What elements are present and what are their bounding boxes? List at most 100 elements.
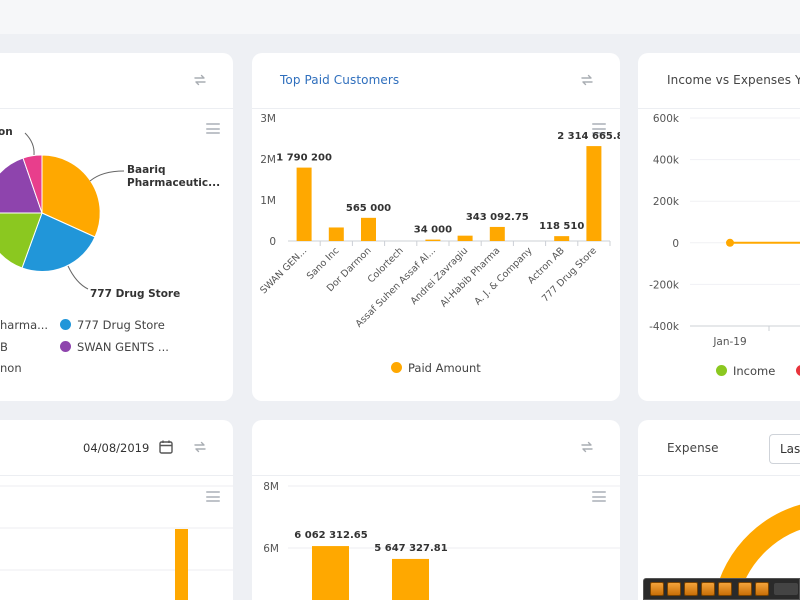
x-tick-label: Andrei Zavragiu — [409, 245, 471, 307]
bar — [554, 236, 570, 241]
bar-data-label: 2 314 665.86 — [557, 131, 620, 142]
y-tick-label: 1M — [260, 195, 276, 207]
legend-dot — [60, 341, 71, 352]
bottom-bar-chart: 8M 6M 6 062 312.65 5 647 327.81 — [263, 481, 620, 600]
pie-slice-green — [0, 212, 43, 269]
pie-chart-card: Baariq Pharmaceutic... on 777 Drug Store… — [0, 53, 233, 401]
pie-slice-pink — [22, 154, 43, 214]
bar-data-label: 118 510 — [539, 221, 584, 232]
menu-icon[interactable] — [592, 491, 606, 502]
bar — [457, 235, 473, 241]
bottom-middle-card: 8M 6M 6 062 312.65 5 647 327.81 — [252, 420, 620, 600]
menu-icon[interactable] — [206, 123, 220, 134]
y-tick-label: -200k — [649, 279, 680, 291]
legend-item-777[interactable]: 777 Drug Store — [60, 318, 165, 332]
legend-paid-amount[interactable]: Paid Amount — [391, 361, 481, 375]
bar-data-label: 1 790 200 — [276, 153, 332, 164]
legend-income[interactable]: Income — [716, 364, 775, 378]
media-player-controls — [643, 578, 800, 600]
calendar-icon[interactable] — [158, 439, 174, 455]
bar — [361, 217, 376, 241]
bar — [586, 146, 602, 241]
bar — [312, 546, 349, 600]
pie-slice-swan-gents — [21, 212, 96, 273]
top-bar — [0, 0, 800, 34]
legend-dot — [60, 319, 71, 330]
legend-item[interactable]: harma... — [0, 318, 49, 332]
y-tick-label: 600k — [653, 113, 680, 125]
menu-icon[interactable] — [206, 491, 220, 502]
bar — [425, 239, 441, 241]
y-tick-label: 8M — [263, 481, 279, 493]
bar-data-label: 565 000 — [346, 203, 391, 214]
card-header — [638, 420, 800, 476]
y-tick-label: 6M — [263, 543, 279, 555]
card-header — [0, 420, 233, 476]
refresh-icon[interactable] — [579, 72, 595, 88]
bar — [328, 227, 344, 241]
rewind-icon[interactable] — [701, 582, 715, 596]
refresh-icon[interactable] — [192, 72, 208, 88]
bar — [175, 529, 188, 600]
expense-card: Expense Last — [638, 420, 800, 600]
expense-gauge — [714, 504, 800, 600]
bar-data-label: 34 000 — [414, 225, 452, 236]
card-header — [252, 420, 620, 476]
bar — [392, 558, 429, 600]
legend-item-swan[interactable]: SWAN GENTS ... — [60, 340, 169, 354]
legend-dot — [796, 365, 800, 376]
x-tick-label: Al-Habib Pharma — [438, 245, 502, 309]
income-expenses-card: Income vs Expenses YT 600k 400k 200k 0 -200k… — [638, 53, 800, 401]
date-display[interactable]: 04/08/2019 — [83, 441, 150, 455]
x-tick-label: 777 Drug Store — [540, 245, 599, 304]
play-icon[interactable] — [650, 582, 664, 596]
card-header — [638, 53, 800, 109]
y-tick-label: 200k — [653, 196, 680, 208]
legend-dot — [391, 362, 402, 373]
refresh-icon[interactable] — [579, 439, 595, 455]
y-tick-label: -400k — [649, 321, 680, 333]
card-header — [252, 53, 620, 109]
card-header — [0, 53, 233, 109]
bar — [296, 167, 312, 241]
stop-icon[interactable] — [684, 582, 698, 596]
period-select[interactable]: Last — [769, 434, 800, 464]
top-paid-customers-card: Top Paid Customers 3M 2M 1M 0 1 790 200 SWAN … — [252, 53, 620, 401]
pie-label-baariq-2: Pharmaceutic... — [127, 177, 220, 189]
bar-data-label: 343 092.75 — [466, 212, 529, 223]
bottom-left-card: 04/08/2019 — [0, 420, 233, 600]
bottom-left-chart — [0, 485, 233, 600]
settings-icon[interactable] — [755, 582, 769, 596]
x-tick-label: A. J. & Company — [473, 245, 535, 307]
pie-label-baariq-1: Baariq — [127, 164, 165, 176]
y-tick-label: 0 — [269, 236, 276, 248]
bar-data-label: 6 062 312.65 — [294, 530, 367, 541]
x-tick-label: Jan-19 — [712, 336, 746, 348]
y-tick-label: 3M — [260, 113, 276, 125]
pie-chart: Baariq Pharmaceutic... on 777 Drug Store — [0, 126, 220, 300]
pie-label-777: 777 Drug Store — [90, 288, 180, 300]
player-status — [774, 583, 798, 595]
legend-dot — [716, 365, 727, 376]
legend-item[interactable]: B — [0, 340, 8, 354]
card-title: Top Paid Customers — [280, 73, 400, 87]
y-tick-label: 0 — [672, 238, 679, 250]
pie-label-on: on — [0, 126, 13, 138]
y-tick-label: 400k — [653, 155, 680, 167]
loop-icon[interactable] — [738, 582, 752, 596]
income-point — [726, 238, 734, 247]
bar-data-label: 5 647 327.81 — [374, 543, 447, 554]
pie-slice-777-drug-store — [41, 154, 101, 238]
card-title: Expense — [667, 441, 719, 455]
menu-icon[interactable] — [592, 123, 606, 134]
legend-expense[interactable] — [796, 364, 800, 378]
legend-item[interactable]: non — [0, 361, 22, 375]
y-tick-label: 2M — [260, 154, 276, 166]
pie-slice-purple — [0, 157, 43, 214]
x-tick-label: SWAN GEN... — [258, 245, 309, 296]
refresh-icon[interactable] — [192, 439, 208, 455]
pause-icon[interactable] — [667, 582, 681, 596]
forward-icon[interactable] — [718, 582, 732, 596]
